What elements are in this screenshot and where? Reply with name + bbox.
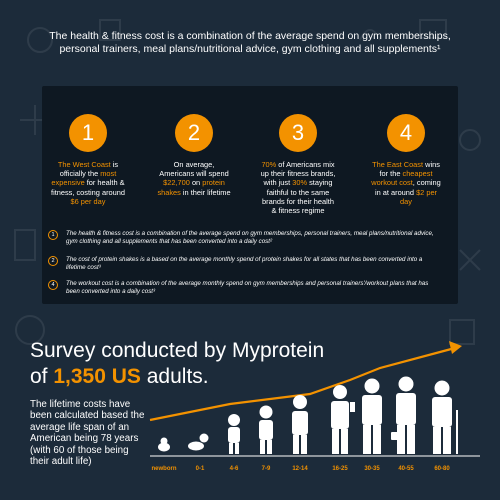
age-label-40-55: 40-55 <box>398 466 414 472</box>
stat-2: 2 On average, Americans will spend $22,7… <box>156 114 232 197</box>
footnote-text: The health & fitness cost is a combinati… <box>66 230 434 246</box>
footnote-number: 1 <box>48 230 58 240</box>
footnote-number: 4 <box>48 280 58 290</box>
age-label-newborn: newborn <box>151 466 177 472</box>
stat-number-4: 4 <box>387 114 425 152</box>
stats-panel: 1 The West Coast is officially the most … <box>42 86 458 304</box>
growth-arrow-head <box>449 341 462 354</box>
survey-line-2: of 1,350 US adults. <box>30 365 209 388</box>
survey-heading: Survey conducted by Myprotein of 1,350 U… <box>30 338 470 390</box>
adult-40-55-figure <box>391 376 416 454</box>
stat-text-1: The West Coast is officially the most ex… <box>51 160 125 206</box>
young-adult-16-25-figure <box>331 385 355 454</box>
footnote-number: 2 <box>48 256 58 266</box>
stat-number-2: 2 <box>175 114 213 152</box>
stat-1: 1 The West Coast is officially the most … <box>50 114 126 206</box>
intro-text: The health & fitness cost is a combinati… <box>49 30 451 55</box>
teen-12-14-figure <box>292 395 308 454</box>
stat-text-4: The East Coast wins for the cheapest wor… <box>371 160 441 206</box>
footnote-text: The workout cost is a combination of the… <box>66 280 429 296</box>
growth-arrow-line <box>149 346 456 422</box>
stat-3: 3 70% of Americans mix up their fitness … <box>260 114 336 215</box>
stat-number-1: 1 <box>69 114 107 152</box>
stat-4: 4 The East Coast wins for the cheapest w… <box>368 114 444 206</box>
senior-60-80-figure <box>432 380 458 454</box>
newborn-figure <box>158 437 170 452</box>
age-label-60-80: 60-80 <box>434 466 450 472</box>
lifetime-text: The lifetime costs have been calculated … <box>30 399 145 468</box>
survey-line-1: Survey conducted by Myprotein <box>30 339 325 362</box>
age-label-30-35: 30-35 <box>364 466 380 472</box>
age-label-16-25: 16-25 <box>332 466 348 472</box>
age-label-0-1: 0-1 <box>195 466 205 472</box>
stat-number-3: 3 <box>279 114 317 152</box>
age-label-12-14: 12-14 <box>292 466 308 472</box>
stat-text-3: 70% of Americans mix up their fitness br… <box>260 160 336 216</box>
child-7-9-figure <box>259 405 273 454</box>
footnote-text: The cost of protein shakes is a based on… <box>66 256 423 272</box>
age-label-7-9: 7-9 <box>261 466 271 472</box>
child-4-6-figure <box>228 414 240 454</box>
stat-text-2: On average, Americans will spend $22,700… <box>157 160 231 197</box>
age-label-4-6: 4-6 <box>229 466 239 472</box>
infant-figure <box>188 433 209 451</box>
adult-30-35-figure <box>362 378 382 454</box>
